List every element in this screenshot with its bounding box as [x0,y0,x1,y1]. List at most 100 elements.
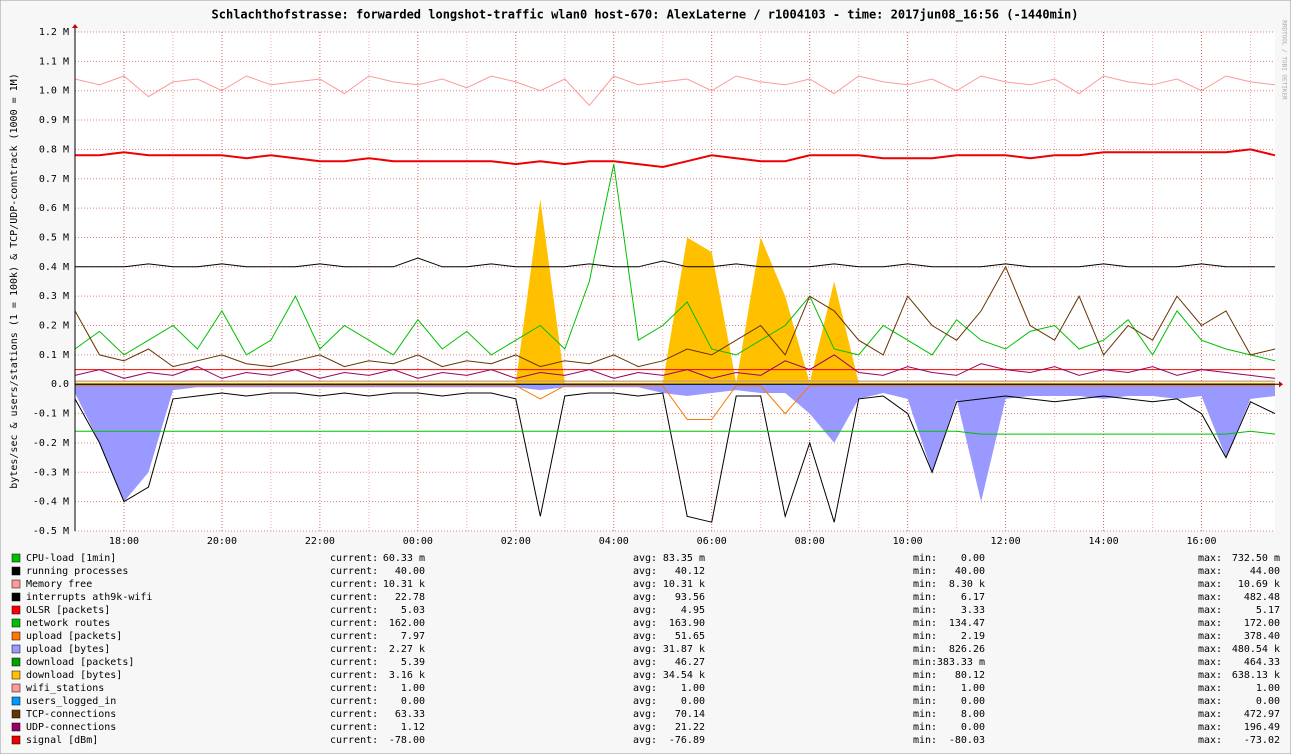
stat-value: 4.95 [681,605,705,616]
y-tick-label: 1.1 M [39,56,69,67]
stat-value: 472.97 [1244,709,1280,720]
stat-value: 0.00 [681,696,705,707]
stat-value: 40.12 [675,566,705,577]
stat-label: min: [913,592,937,603]
stat-label: avg: [633,553,657,564]
stat-value: 83.35 m [663,553,705,564]
stat-label: min: [913,605,937,616]
series-line [75,257,1275,268]
y-tick-label: 0.1 M [39,350,69,361]
stat-label: max: [1198,683,1222,694]
stat-value: 134.47 [949,618,985,629]
y-axis-label: bytes/sec & users/stations (1 = 100k) & … [9,73,20,488]
stat-label: avg: [633,709,657,720]
stat-label: max: [1198,657,1222,668]
stat-label: avg: [633,592,657,603]
legend-swatch [11,683,21,693]
y-tick-label: 0.5 M [39,232,69,243]
stat-label: avg: [633,644,657,655]
stat-value: 5.39 [401,657,425,668]
legend-swatch [11,644,21,654]
stat-value: 1.00 [961,683,985,694]
legend-label: network routes [26,618,110,629]
legend-label: interrupts ath9k-wifi [26,592,152,603]
x-tick-label: 00:00 [403,536,433,547]
legend-label: CPU-load [1min] [26,553,116,564]
stat-value: 51.65 [675,631,705,642]
stat-label: max: [1198,631,1222,642]
chart-title: Schlachthofstrasse: forwarded longshot-t… [212,8,1079,23]
stat-label: max: [1198,553,1222,564]
stat-value: 6.17 [961,592,985,603]
stat-value: 21.22 [675,722,705,733]
stat-value: 7.97 [401,631,425,642]
stat-label: current: [330,644,378,655]
plot-area [75,32,1275,531]
stat-value: 93.56 [675,592,705,603]
stat-label: max: [1198,566,1222,577]
stat-label: max: [1198,592,1222,603]
stat-label: max: [1198,618,1222,629]
stat-label: min: [913,553,937,564]
stat-value: 3.16 k [389,670,425,681]
legend-label: TCP-connections [26,709,116,720]
stat-value: -76.89 [669,735,705,746]
stat-value: 0.00 [961,722,985,733]
stat-label: current: [330,735,378,746]
legend-swatch [11,722,21,732]
series-line [74,163,1276,362]
legend-label: wifi_stations [26,683,104,694]
legend-label: upload [packets] [26,631,122,642]
stat-value: -78.00 [389,735,425,746]
stat-label: max: [1198,735,1222,746]
stat-value: 2.27 k [389,644,425,655]
stat-value: 0.00 [1256,696,1280,707]
axis-arrow [1279,381,1283,388]
stat-label: max: [1198,605,1222,616]
x-tick-label: 20:00 [207,536,237,547]
stat-label: current: [330,592,378,603]
legend-swatch [11,605,21,615]
legend-label: OLSR [packets] [26,605,110,616]
y-tick-label: -0.4 M [33,497,69,508]
series-line [75,148,1276,169]
x-tick-label: 22:00 [305,536,335,547]
stat-label: max: [1198,579,1222,590]
stat-label: avg: [633,618,657,629]
stat-value: 163.90 [669,618,705,629]
stat-value: 70.14 [675,709,705,720]
stat-label: max: [1198,722,1222,733]
y-tick-label: -0.1 M [33,409,69,420]
y-tick-label: -0.2 M [33,438,69,449]
stat-value: 638.13 k [1232,670,1280,681]
stat-value: 3.33 [961,605,985,616]
stat-value: 0.00 [961,553,985,564]
stat-label: current: [330,566,378,577]
x-tick-label: 14:00 [1089,536,1119,547]
y-tick-label: 0.6 M [39,203,69,214]
x-tick-label: 08:00 [795,536,825,547]
stat-value: 22.78 [395,592,425,603]
stat-value: 826.26 [949,644,985,655]
stat-label: max: [1198,709,1222,720]
stat-label: max: [1198,644,1222,655]
stat-value: 1.00 [1256,683,1280,694]
stat-label: avg: [633,683,657,694]
y-tick-label: 0.9 M [39,115,69,126]
y-tick-label: 0.8 M [39,144,69,155]
stat-label: current: [330,618,378,629]
x-tick-label: 10:00 [893,536,923,547]
stat-label: current: [330,670,378,681]
stat-value: -80.03 [949,735,985,746]
stat-value: 31.87 k [663,644,705,655]
stat-value: 1.00 [401,683,425,694]
stat-label: avg: [633,566,657,577]
series-line [74,75,1276,107]
stat-value: 5.03 [401,605,425,616]
legend-swatch [11,592,21,602]
stat-value: 63.33 [395,709,425,720]
stat-label: current: [330,579,378,590]
watermark: RRDTOOL / TOBI OETIKER [1281,20,1288,100]
series-line [75,430,1276,435]
